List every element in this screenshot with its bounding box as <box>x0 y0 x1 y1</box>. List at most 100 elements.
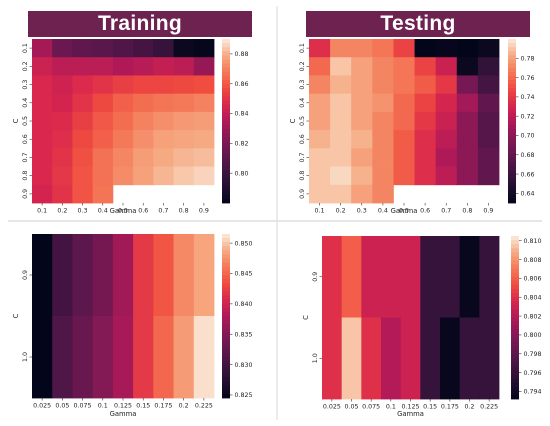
heatmap-cell <box>92 316 114 399</box>
heatmap-cell <box>153 234 174 317</box>
colorbar-tick-label: 0.796 <box>524 370 542 377</box>
heatmap-cell <box>173 111 195 131</box>
heatmap-cell <box>72 130 94 149</box>
colorbar-segment <box>222 389 230 395</box>
heatmap-cell <box>92 75 114 95</box>
colorbar-segment <box>222 92 230 97</box>
heatmap-cell <box>52 316 73 399</box>
colorbar-segment <box>508 149 516 155</box>
heatmap-cell <box>112 111 134 131</box>
heatmap-cell <box>173 316 195 399</box>
colorbar-segment <box>222 295 230 300</box>
heatmap-cell <box>32 316 53 399</box>
heatmap-cell <box>112 166 134 186</box>
heatmap-cell <box>435 93 458 113</box>
colorbar-tick-label: 0.72 <box>521 113 535 120</box>
x-tick-label: 0.025 <box>33 403 51 410</box>
colorbar-segment <box>511 337 519 343</box>
heatmap-cell <box>477 39 500 58</box>
heatmap-cell <box>414 148 437 167</box>
colorbar-segment <box>511 297 519 302</box>
heatmap-cell <box>420 236 441 318</box>
colorbar-segment <box>508 55 516 60</box>
heatmap-cell <box>72 39 94 58</box>
test_top-heatmap: 0.1 0.2 0.3 0.4 0.5 0.6 0.7 0.8 0.9 0.1 0.2 0.3 0.4 0… <box>289 39 535 215</box>
colorbar-segment <box>222 287 230 292</box>
colorbar-segment <box>511 370 519 375</box>
colorbar-segment <box>222 194 230 200</box>
heatmap-cell <box>52 39 73 58</box>
heatmap-cell <box>72 111 94 131</box>
x-tick-label: 0.1 <box>386 404 396 411</box>
colorbar-tick-label: 0.835 <box>235 331 253 338</box>
heatmap-cell <box>372 57 394 76</box>
colorbar-segment <box>508 182 516 187</box>
heatmap-cell <box>32 93 53 113</box>
heatmap-cell <box>52 130 73 149</box>
heatmap-cell <box>372 111 394 131</box>
heatmap-cell <box>341 317 362 400</box>
colorbar-segment <box>508 170 516 175</box>
heatmap-cell <box>72 75 94 95</box>
heatmap-cell <box>133 75 154 95</box>
colorbar-segment <box>508 129 516 134</box>
heatmap-cell <box>351 184 373 204</box>
heatmap-cell <box>52 75 73 95</box>
colorbar-segment <box>511 374 519 380</box>
colorbar-tick-label: 0.850 <box>235 240 253 247</box>
heatmap-cell <box>193 166 215 186</box>
colorbar-tick-label: 0.68 <box>521 152 535 159</box>
heatmap-cell <box>32 39 53 58</box>
heatmap-cell <box>92 166 114 186</box>
heatmap-cell <box>456 111 479 131</box>
colorbar-segment <box>222 198 230 204</box>
colorbar-segment <box>222 166 230 171</box>
heatmap-cell <box>153 75 174 95</box>
heatmap-cell <box>309 130 331 149</box>
y-axis-label: C <box>302 315 310 320</box>
heatmap-cell <box>330 184 352 204</box>
heatmap-cell <box>133 130 154 149</box>
y-tick-label: 0.9 <box>22 270 29 280</box>
heatmap-cell <box>153 57 174 76</box>
heatmap-cell <box>193 75 215 95</box>
heatmap-cell <box>133 57 154 76</box>
colorbar-segment <box>508 121 516 126</box>
heatmap-cell <box>435 130 458 149</box>
y-tick-label: 0.4 <box>299 98 306 108</box>
heatmap-cell <box>32 184 53 204</box>
heatmap-cell <box>153 148 174 167</box>
heatmap-cell <box>309 148 331 167</box>
colorbar-segment <box>222 96 230 101</box>
heatmap-cell <box>330 166 352 186</box>
colorbar-segment <box>222 311 230 317</box>
x-tick-label: 0.1 <box>315 208 325 215</box>
heatmap-cell <box>372 184 394 204</box>
colorbar-segment <box>511 276 519 282</box>
colorbar-segment <box>511 244 519 249</box>
colorbar-segment <box>222 242 230 247</box>
heatmap-cell <box>477 93 500 113</box>
training-header: Training <box>28 11 252 37</box>
heatmap-cell <box>414 75 437 95</box>
colorbar-segment <box>222 104 230 110</box>
colorbar-segment <box>511 386 519 392</box>
colorbar-segment <box>511 362 519 367</box>
heatmap-cell <box>173 234 195 317</box>
heatmap-cell <box>477 166 500 186</box>
y-tick-label: 0.7 <box>22 152 29 162</box>
colorbar-segment <box>222 47 230 52</box>
heatmap-cell <box>414 111 437 131</box>
x-tick-label: 0.3 <box>357 208 367 215</box>
heatmap-cell <box>72 93 94 113</box>
train_top-heatmap: 0.1 0.2 0.3 0.4 0.5 0.6 0.7 0.8 0.9 0.1 0.2 0.3 0.4 0… <box>12 39 249 215</box>
colorbar-segment <box>222 71 230 77</box>
heatmap-cell <box>393 93 415 113</box>
heatmap-cell <box>456 75 479 95</box>
y-tick-label: 0.2 <box>22 61 29 71</box>
heatmap-cell <box>393 130 415 149</box>
heatmap-cell <box>309 111 331 131</box>
colorbar-segment <box>508 174 516 179</box>
colorbar-segment <box>508 59 516 64</box>
